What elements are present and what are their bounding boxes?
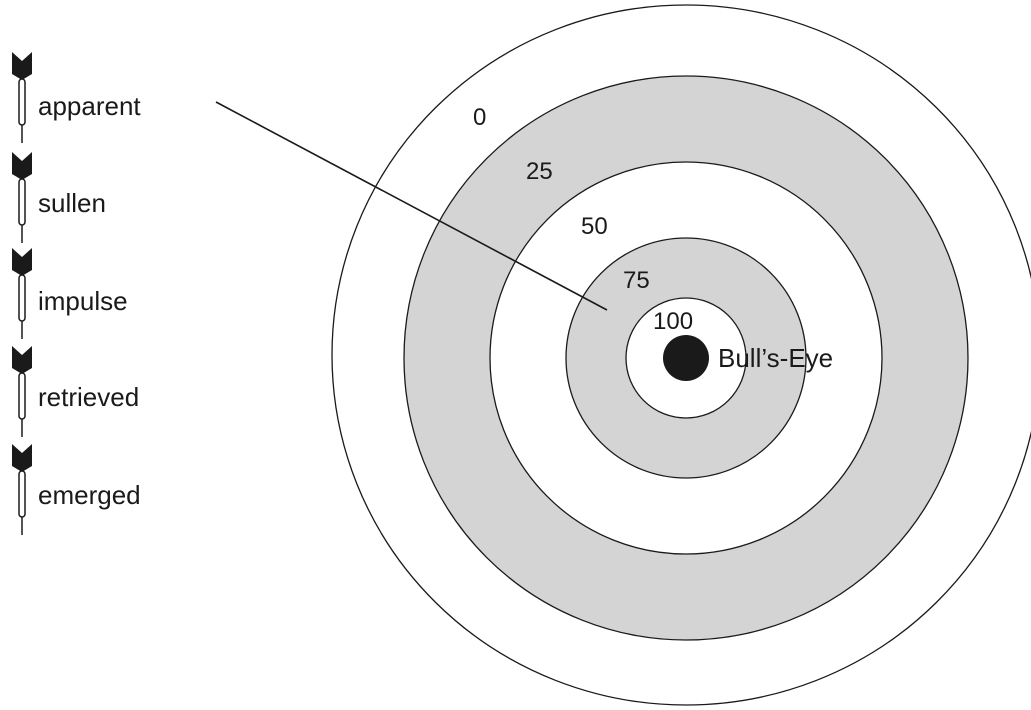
ring-score-25: 25 (526, 158, 553, 185)
word-impulse[interactable]: impulse (38, 286, 128, 316)
bullseye-label: Bull’s-Eye (718, 343, 834, 373)
ring-score-100: 100 (653, 308, 694, 335)
ring-score-50: 50 (581, 213, 608, 240)
word-sullen[interactable]: sullen (38, 188, 106, 218)
dart-icon[interactable] (8, 346, 36, 443)
dart-icon[interactable] (8, 248, 36, 345)
bullseye-dot (663, 335, 709, 381)
ring-score-0: 0 (473, 104, 487, 131)
target (331, 4, 1031, 706)
connector-line (215, 101, 608, 311)
dart-icon[interactable] (8, 152, 36, 249)
word-retrieved[interactable]: retrieved (38, 382, 140, 412)
word-emerged[interactable]: emerged (38, 480, 141, 510)
word-apparent[interactable]: apparent (38, 91, 141, 121)
ring-score-75: 75 (623, 267, 650, 294)
dart-icon[interactable] (8, 444, 36, 541)
dart-icon[interactable] (8, 52, 36, 149)
